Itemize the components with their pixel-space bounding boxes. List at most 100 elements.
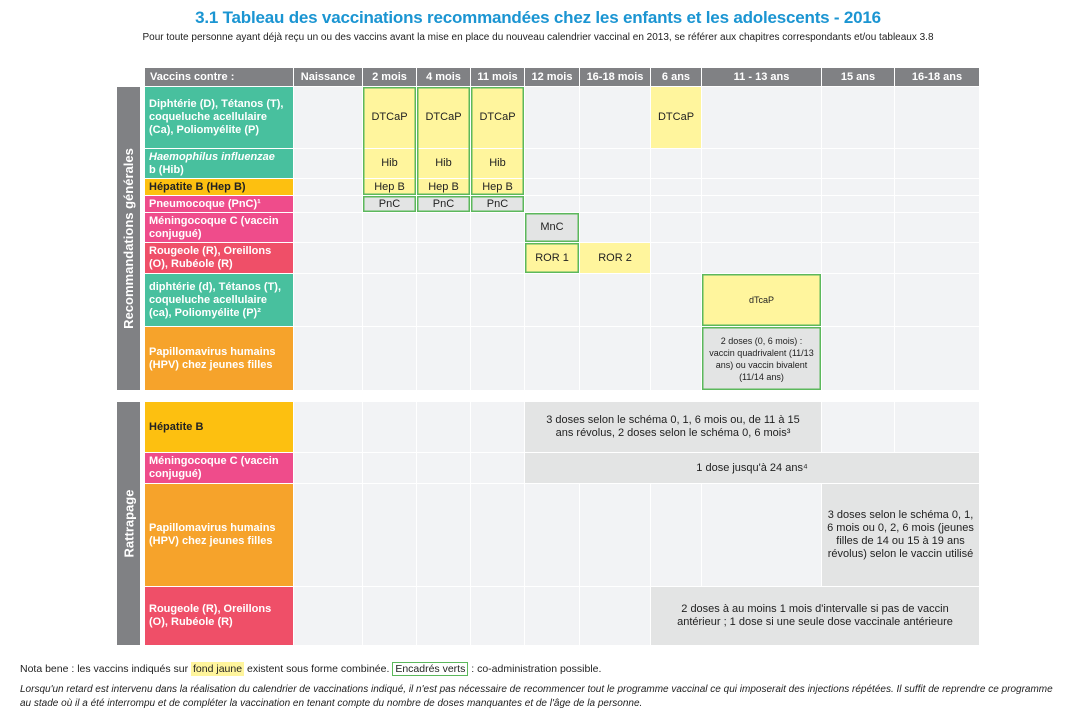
- empty-cell: [417, 213, 470, 242]
- empty-cell: [417, 327, 470, 390]
- empty-cell: [651, 274, 701, 326]
- empty-cell: [294, 243, 362, 273]
- empty-cell: [525, 587, 579, 645]
- empty-cell: [525, 179, 579, 195]
- nb-end: : co-administration possible.: [468, 663, 602, 675]
- row-label-catchup-hepb: Hépatite B: [145, 402, 293, 452]
- coadmin-box-11m: [471, 87, 524, 195]
- empty-cell: [417, 243, 470, 273]
- empty-cell: [702, 213, 821, 242]
- cell-catchup-hpv: 3 doses selon le schéma 0, 1, 6 mois ou …: [822, 484, 979, 586]
- empty-cell: [580, 587, 650, 645]
- empty-cell: [525, 274, 579, 326]
- row-label-dtcap-booster: diphtérie (d), Tétanos (T), coqueluche a…: [145, 274, 293, 326]
- header-11-mois: 11 mois: [471, 68, 524, 86]
- empty-cell: [702, 179, 821, 195]
- empty-cell: [294, 179, 362, 195]
- empty-cell: [471, 587, 524, 645]
- empty-cell: [580, 196, 650, 212]
- cell-hepb-4m: Hep B: [417, 179, 470, 195]
- empty-cell: [294, 149, 362, 178]
- cell-hib-11m: Hib: [471, 149, 524, 178]
- empty-cell: [580, 327, 650, 390]
- page-subtitle: Pour toute personne ayant déjà reçu un o…: [142, 32, 934, 43]
- empty-cell: [822, 274, 894, 326]
- cell-hepb-11m: Hep B: [471, 179, 524, 195]
- hib-italic: Haemophilus influenzae: [149, 151, 275, 163]
- header-16-18-mois: 16-18 mois: [580, 68, 650, 86]
- green-legend: Encadrés verts: [392, 662, 469, 676]
- header-15-ans: 15 ans: [822, 68, 894, 86]
- empty-cell: [702, 484, 821, 586]
- empty-cell: [651, 213, 701, 242]
- empty-cell: [822, 179, 894, 195]
- cell-dtcap-6a: DTCaP: [651, 87, 701, 148]
- section-general: Recommandations générales: [117, 87, 140, 390]
- empty-cell: [294, 402, 362, 452]
- empty-cell: [580, 213, 650, 242]
- row-label-mnc: Méningocoque C (vaccin conjugué): [145, 213, 293, 242]
- section-general-label: Recommandations générales: [121, 148, 136, 329]
- section-catchup: Rattrapage: [117, 402, 140, 645]
- empty-cell: [363, 402, 416, 452]
- empty-cell: [417, 453, 470, 483]
- coadmin-box-2m: [363, 87, 416, 195]
- empty-cell: [417, 587, 470, 645]
- delay-note: Lorsqu'un retard est intervenu dans la r…: [20, 684, 1053, 709]
- empty-cell: [702, 196, 821, 212]
- header-16-18-ans: 16-18 ans: [895, 68, 979, 86]
- empty-cell: [822, 243, 894, 273]
- cell-dtcap-booster-11-13a: dTcaP: [702, 274, 821, 326]
- empty-cell: [363, 484, 416, 586]
- nota-bene: Nota bene : les vaccins indiqués sur fon…: [20, 662, 602, 676]
- empty-cell: [822, 402, 894, 452]
- cell-pnc-11m: PnC: [471, 196, 524, 212]
- cell-ror2-16-18m: ROR 2: [580, 243, 650, 273]
- empty-cell: [895, 327, 979, 390]
- empty-cell: [363, 587, 416, 645]
- empty-cell: [822, 87, 894, 148]
- hib-rest: b (Hib): [149, 164, 184, 176]
- empty-cell: [822, 149, 894, 178]
- empty-cell: [651, 149, 701, 178]
- cell-hpv-11-13a: 2 doses (0, 6 mois) : vaccin quadrivalen…: [702, 327, 821, 390]
- empty-cell: [651, 243, 701, 273]
- empty-cell: [417, 274, 470, 326]
- cell-ror1-12m: ROR 1: [525, 243, 579, 273]
- empty-cell: [525, 149, 579, 178]
- row-label-hib: Haemophilus influenzae b (Hib): [145, 149, 293, 178]
- header-2-mois: 2 mois: [363, 68, 416, 86]
- empty-cell: [471, 484, 524, 586]
- cell-catchup-hepb: 3 doses selon le schéma 0, 1, 6 mois ou,…: [525, 402, 821, 452]
- empty-cell: [895, 402, 979, 452]
- empty-cell: [651, 484, 701, 586]
- empty-cell: [471, 213, 524, 242]
- empty-cell: [294, 327, 362, 390]
- empty-cell: [822, 213, 894, 242]
- nb-mid: existent sous forme combinée.: [244, 663, 393, 675]
- empty-cell: [471, 402, 524, 452]
- cell-pnc-4m: PnC: [417, 196, 470, 212]
- page-title: 3.1 Tableau des vaccinations recommandée…: [195, 8, 881, 27]
- cell-catchup-ror: 2 doses à au moins 1 mois d'intervalle s…: [651, 587, 979, 645]
- empty-cell: [651, 179, 701, 195]
- row-label-hpv: Papillomavirus humains (HPV) chez jeunes…: [145, 327, 293, 390]
- cell-catchup-mnc: 1 dose jusqu'à 24 ans⁴: [525, 453, 979, 483]
- vaccination-table: Vaccins contre : Naissance 2 mois 4 mois…: [117, 68, 979, 645]
- empty-cell: [895, 179, 979, 195]
- empty-cell: [294, 213, 362, 242]
- empty-cell: [294, 196, 362, 212]
- cell-hib-2m: Hib: [363, 149, 416, 178]
- cell-pnc-2m: PnC: [363, 196, 416, 212]
- cell-dtcap-11m: DTCaP: [471, 87, 524, 148]
- cell-mnc-12m: MnC: [525, 213, 579, 242]
- nb-start: Nota bene : les vaccins indiqués sur: [20, 663, 192, 675]
- row-label-catchup-hpv: Papillomavirus humains (HPV) chez jeunes…: [145, 484, 293, 586]
- empty-cell: [294, 87, 362, 148]
- empty-cell: [294, 587, 362, 645]
- header-12-mois: 12 mois: [525, 68, 579, 86]
- empty-cell: [580, 149, 650, 178]
- empty-cell: [702, 149, 821, 178]
- empty-cell: [363, 453, 416, 483]
- empty-cell: [651, 196, 701, 212]
